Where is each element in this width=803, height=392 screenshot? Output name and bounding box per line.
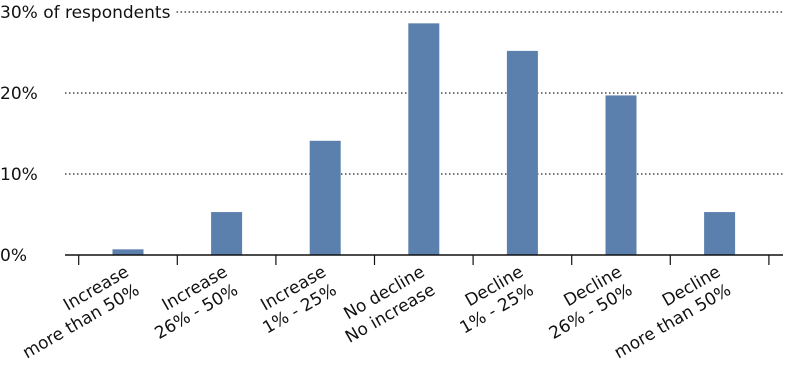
y-tick-label: 10% — [0, 165, 38, 185]
x-axis — [65, 254, 783, 265]
bar — [605, 95, 637, 256]
bar — [211, 212, 243, 255]
bar — [112, 249, 144, 255]
y-tick-label: 0% — [0, 246, 27, 266]
bars — [112, 23, 736, 256]
gridlines — [65, 11, 783, 175]
bar — [408, 23, 440, 256]
y-tick-label: 20% — [0, 84, 38, 104]
y-tick-label: 30% of respondents — [0, 3, 171, 23]
y-tick-labels: 0% 10% 20% 30% of respondents — [0, 3, 171, 266]
bar — [506, 50, 538, 255]
bar — [309, 140, 341, 255]
bar — [704, 212, 736, 255]
